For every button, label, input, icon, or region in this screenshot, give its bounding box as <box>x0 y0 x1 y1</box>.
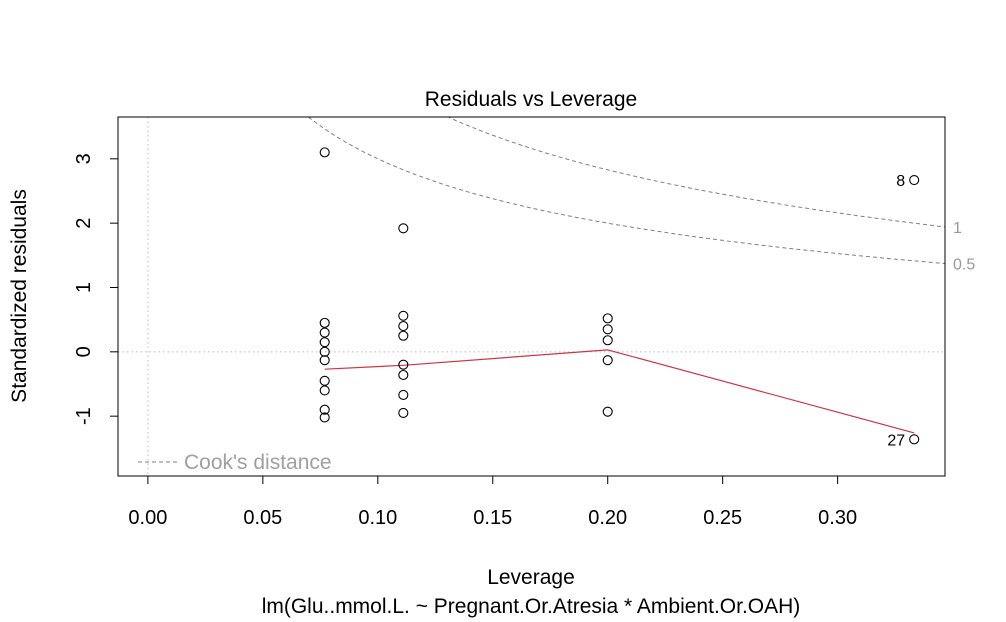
cooks-contour-label: 1 <box>953 220 962 237</box>
point-label: 8 <box>896 173 905 190</box>
smoothed-residual-line <box>324 349 915 434</box>
data-point <box>602 324 613 335</box>
cooks-contour-1 <box>446 117 945 228</box>
chart-title: Residuals vs Leverage <box>425 88 637 111</box>
x-tick-label: 0.25 <box>703 507 742 529</box>
data-point <box>319 327 330 338</box>
data-point <box>319 337 330 348</box>
data-point <box>319 385 330 396</box>
plot-area: 1 0.5 8 27 Cook's distance <box>117 116 975 477</box>
y-axis: -1 0 1 2 3 <box>73 153 119 425</box>
data-point <box>602 313 613 324</box>
cooks-contour-label: 0.5 <box>953 257 975 274</box>
y-tick-label: 0 <box>73 346 95 357</box>
legend-label: Cook's distance <box>184 451 332 474</box>
plot-frame <box>117 116 946 477</box>
data-point <box>319 346 330 357</box>
y-tick-label: 3 <box>73 153 95 164</box>
point-label: 27 <box>887 432 905 449</box>
data-point <box>398 407 409 418</box>
data-point <box>398 389 409 400</box>
data-point <box>319 412 330 423</box>
data-point <box>398 321 409 332</box>
data-point <box>319 404 330 415</box>
x-axis: 0.00 0.05 0.10 0.15 0.20 0.25 0.30 <box>128 475 857 529</box>
data-point <box>602 335 613 346</box>
model-formula-subtitle: lm(Glu..mmol.L. ~ Pregnant.Or.Atresia * … <box>262 595 801 618</box>
data-point <box>398 310 409 321</box>
data-point <box>319 317 330 328</box>
x-tick-label: 0.20 <box>588 507 627 529</box>
x-tick-label: 0.30 <box>818 507 857 529</box>
y-axis-label: Standardized residuals <box>8 189 31 403</box>
x-axis-label: Leverage <box>487 566 575 589</box>
y-tick-label: -1 <box>73 407 95 425</box>
data-point <box>398 330 409 341</box>
data-point <box>319 375 330 386</box>
data-point <box>398 369 409 381</box>
y-tick-label: 2 <box>73 218 95 229</box>
x-tick-label: 0.05 <box>243 507 282 529</box>
y-tick-label: 1 <box>73 282 95 293</box>
data-point <box>319 147 330 158</box>
data-point <box>398 223 409 234</box>
data-point <box>909 175 920 186</box>
data-point <box>398 359 409 370</box>
x-tick-label: 0.15 <box>473 507 512 529</box>
data-point <box>319 355 330 366</box>
x-tick-label: 0.00 <box>128 507 167 529</box>
x-tick-label: 0.10 <box>358 507 397 529</box>
data-point <box>909 434 920 445</box>
data-point <box>602 406 613 417</box>
data-point <box>602 355 613 366</box>
cooks-contour-0.5 <box>307 117 945 264</box>
